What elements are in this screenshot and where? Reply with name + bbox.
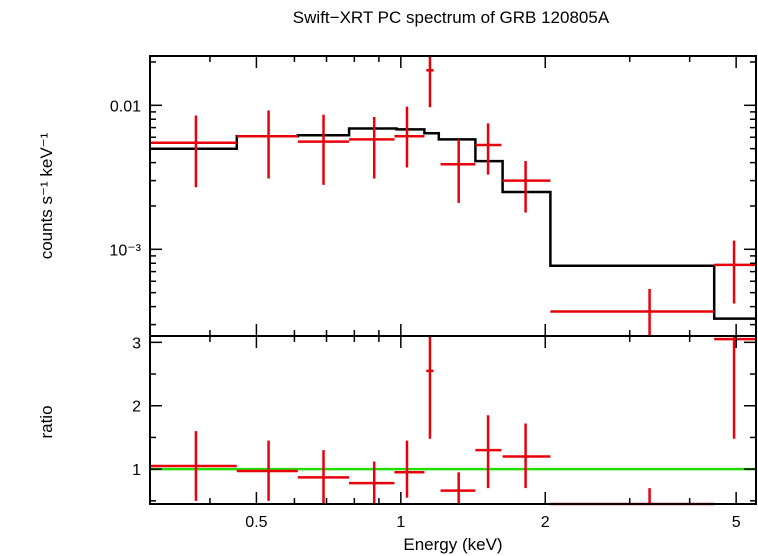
ratio-y-axis-label: ratio	[37, 405, 56, 438]
spectrum-y-tick-labels: 0.01 10⁻³	[109, 98, 141, 259]
ratio-y-tick-label: 2	[132, 399, 141, 416]
chart-title: Swift−XRT PC spectrum of GRB 120805A	[293, 8, 610, 27]
ratio-y-tick-label: 1	[132, 462, 141, 479]
ratio-y-tick-label: 3	[132, 335, 141, 352]
spectrum-y-axis-label: counts s⁻¹ keV⁻¹	[37, 132, 56, 259]
ratio-y-tick-labels: 1 2 3	[132, 335, 141, 479]
x-tick-label: 5	[732, 514, 741, 531]
model-curve-group	[150, 127, 756, 320]
spectrum-y-tick-label: 10⁻³	[109, 242, 141, 259]
x-axis-label: Energy (keV)	[403, 535, 502, 554]
spectrum-y-tick-label: 0.01	[110, 98, 141, 115]
x-tick-label: 1	[396, 514, 405, 531]
model-step-line	[150, 127, 756, 320]
spectrum-data-group	[150, 56, 756, 336]
x-tick-label: 2	[541, 514, 550, 531]
x-tick-label: 0.5	[245, 514, 267, 531]
ratio-panel	[149, 335, 757, 506]
x-tick-labels: 0.5 1 2 5	[245, 514, 740, 531]
ratio-frame	[149, 335, 757, 505]
